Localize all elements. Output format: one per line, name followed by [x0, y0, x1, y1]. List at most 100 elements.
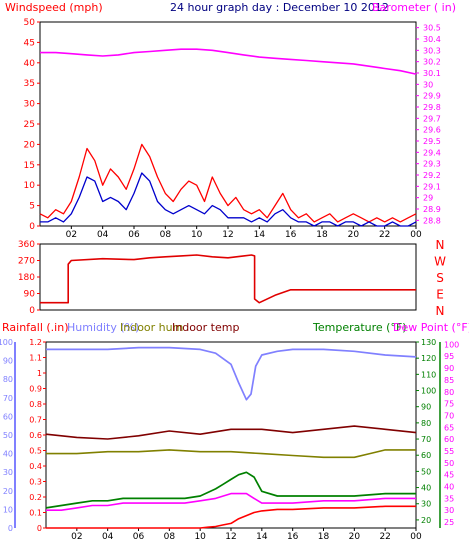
x-tick-label: 04	[97, 230, 109, 240]
x-tick-label: 08	[164, 532, 176, 542]
wind-barometer-plot: 0 5 10 15 20 25 30 35 40 45 50 28.8 28.9 29 29.1 29.2 29…	[24, 18, 441, 240]
temperature-humidity-plot: 010203040506070809010000.10.20.30.40.50.…	[0, 338, 459, 542]
direction-plot-frame	[39, 243, 417, 311]
temp-tick-label: 100	[421, 387, 436, 396]
rain-tick-label: 1.2	[29, 338, 42, 347]
humidity-tick-label: 80	[3, 375, 13, 384]
dewpoint-tick-label: 40	[444, 483, 454, 492]
y-tick-label: 25	[24, 120, 35, 130]
x-tick-label: 06	[128, 230, 140, 240]
direction-tick-label: 0	[29, 306, 35, 316]
x-tick-label: 18	[316, 230, 328, 240]
y2-tick-label: 29.7	[423, 114, 441, 123]
humidity-tick-label: 90	[3, 357, 13, 366]
windspeed-axis-title: Windspeed (mph)	[5, 1, 103, 14]
dewpoint-tick-label: 45	[444, 471, 454, 480]
y2-tick-label: 29.5	[423, 137, 441, 146]
rain-tick-label: 0.9	[29, 385, 42, 394]
humidity-tick-label: 20	[3, 487, 13, 496]
dewpoint-tick-label: 35	[444, 494, 454, 503]
dew-point-axis-title: Dew Point (°F)	[393, 321, 469, 334]
x-tick-label: 08	[160, 230, 172, 240]
dewpoint-tick-label: 95	[444, 352, 454, 361]
y2-tick-label: 29.4	[423, 148, 441, 157]
indoor-temp-line	[45, 425, 417, 440]
x-tick-label: 02	[66, 230, 77, 240]
dewpoint-tick-label: 85	[444, 376, 454, 385]
dewpoint-tick-label: 60	[444, 435, 454, 444]
y2-tick-label: 30.5	[423, 24, 441, 33]
y-tick-label: 35	[24, 79, 35, 89]
humidity-tick-label: 30	[3, 468, 13, 477]
windspeed-line	[39, 143, 417, 223]
x-tick-label: 00	[410, 532, 422, 542]
temperature-line	[45, 471, 416, 509]
temp-tick-label: 40	[421, 484, 431, 493]
dewpoint-tick-label: 80	[444, 388, 454, 397]
x-tick-label: 20	[349, 532, 361, 542]
rain-tick-label: 0.2	[29, 493, 42, 502]
temp-tick-label: 130	[421, 338, 436, 347]
y-tick-label: 30	[24, 100, 36, 110]
dewpoint-tick-label: 70	[444, 411, 454, 420]
compass-label: N	[436, 238, 445, 252]
x-tick-label: 14	[256, 532, 268, 542]
dewpoint-tick-label: 30	[444, 506, 454, 515]
x-tick-label: 02	[71, 532, 82, 542]
humidity-tick-label: 40	[3, 450, 13, 459]
rain-tick-label: 0	[37, 524, 42, 533]
x-tick-label: 10	[191, 230, 203, 240]
dewpoint-tick-label: 50	[444, 459, 454, 468]
rain-tick-label: 0.3	[29, 478, 42, 487]
temperature-axis-title: Temperature (°F)	[312, 321, 407, 334]
rain-tick-label: 0.4	[29, 462, 42, 471]
temp-tick-label: 120	[421, 354, 436, 363]
compass-label: N	[436, 304, 445, 318]
rainfall-axis-title: Rainfall (.in)	[2, 321, 69, 334]
y2-tick-label: 30.2	[423, 58, 441, 67]
x-tick-label: 16	[287, 532, 299, 542]
y2-tick-label: 29.9	[423, 92, 441, 101]
y2-tick-label: 29.1	[423, 182, 441, 191]
rain-tick-label: 0.6	[29, 431, 42, 440]
dewpoint-tick-label: 90	[444, 364, 454, 373]
indoor-humidity-line	[46, 449, 416, 459]
x-tick-label: 12	[225, 532, 236, 542]
humidity-tick-label: 70	[3, 394, 13, 403]
rain-tick-label: 0.5	[29, 447, 42, 456]
humidity-tick-label: 0	[8, 524, 13, 533]
x-tick-label: 00	[410, 230, 422, 240]
dewpoint-tick-label: 25	[444, 518, 454, 527]
temp-tick-label: 80	[421, 419, 431, 428]
indoor-hum-legend: Indoor hum	[120, 321, 183, 334]
y2-tick-label: 30.4	[423, 35, 441, 44]
compass-label: E	[436, 288, 444, 302]
y-tick-label: 40	[24, 59, 36, 69]
y2-tick-label: 28.8	[423, 216, 441, 225]
humidity-axis-title: Humidity (%)	[67, 321, 139, 334]
temp-tick-label: 30	[421, 500, 431, 509]
compass-label: W	[434, 255, 446, 269]
y-tick-label: 5	[29, 202, 35, 212]
barometer-axis-title: Barometer ( in)	[372, 1, 456, 14]
x-tick-label: 04	[102, 532, 114, 542]
rain-tick-label: 0.7	[29, 416, 42, 425]
y2-tick-label: 30.3	[423, 46, 441, 55]
y-tick-label: 50	[24, 18, 36, 28]
dewpoint-tick-label: 75	[444, 400, 454, 409]
wind-direction-line	[40, 254, 416, 304]
dewpoint-tick-label: 55	[444, 447, 454, 456]
humidity-tick-label: 60	[3, 412, 13, 421]
rain-tick-label: 1.1	[29, 354, 42, 363]
y-tick-label: 20	[24, 140, 36, 150]
y-tick-label: 15	[24, 161, 35, 171]
dewpoint-tick-label: 100	[444, 340, 459, 349]
y-tick-label: 45	[24, 38, 35, 48]
rain-tick-label: 0.1	[29, 509, 42, 518]
x-tick-label: 22	[379, 532, 390, 542]
direction-tick-label: 180	[18, 273, 35, 283]
y2-tick-label: 30	[423, 80, 433, 89]
compass-label: S	[436, 271, 444, 285]
